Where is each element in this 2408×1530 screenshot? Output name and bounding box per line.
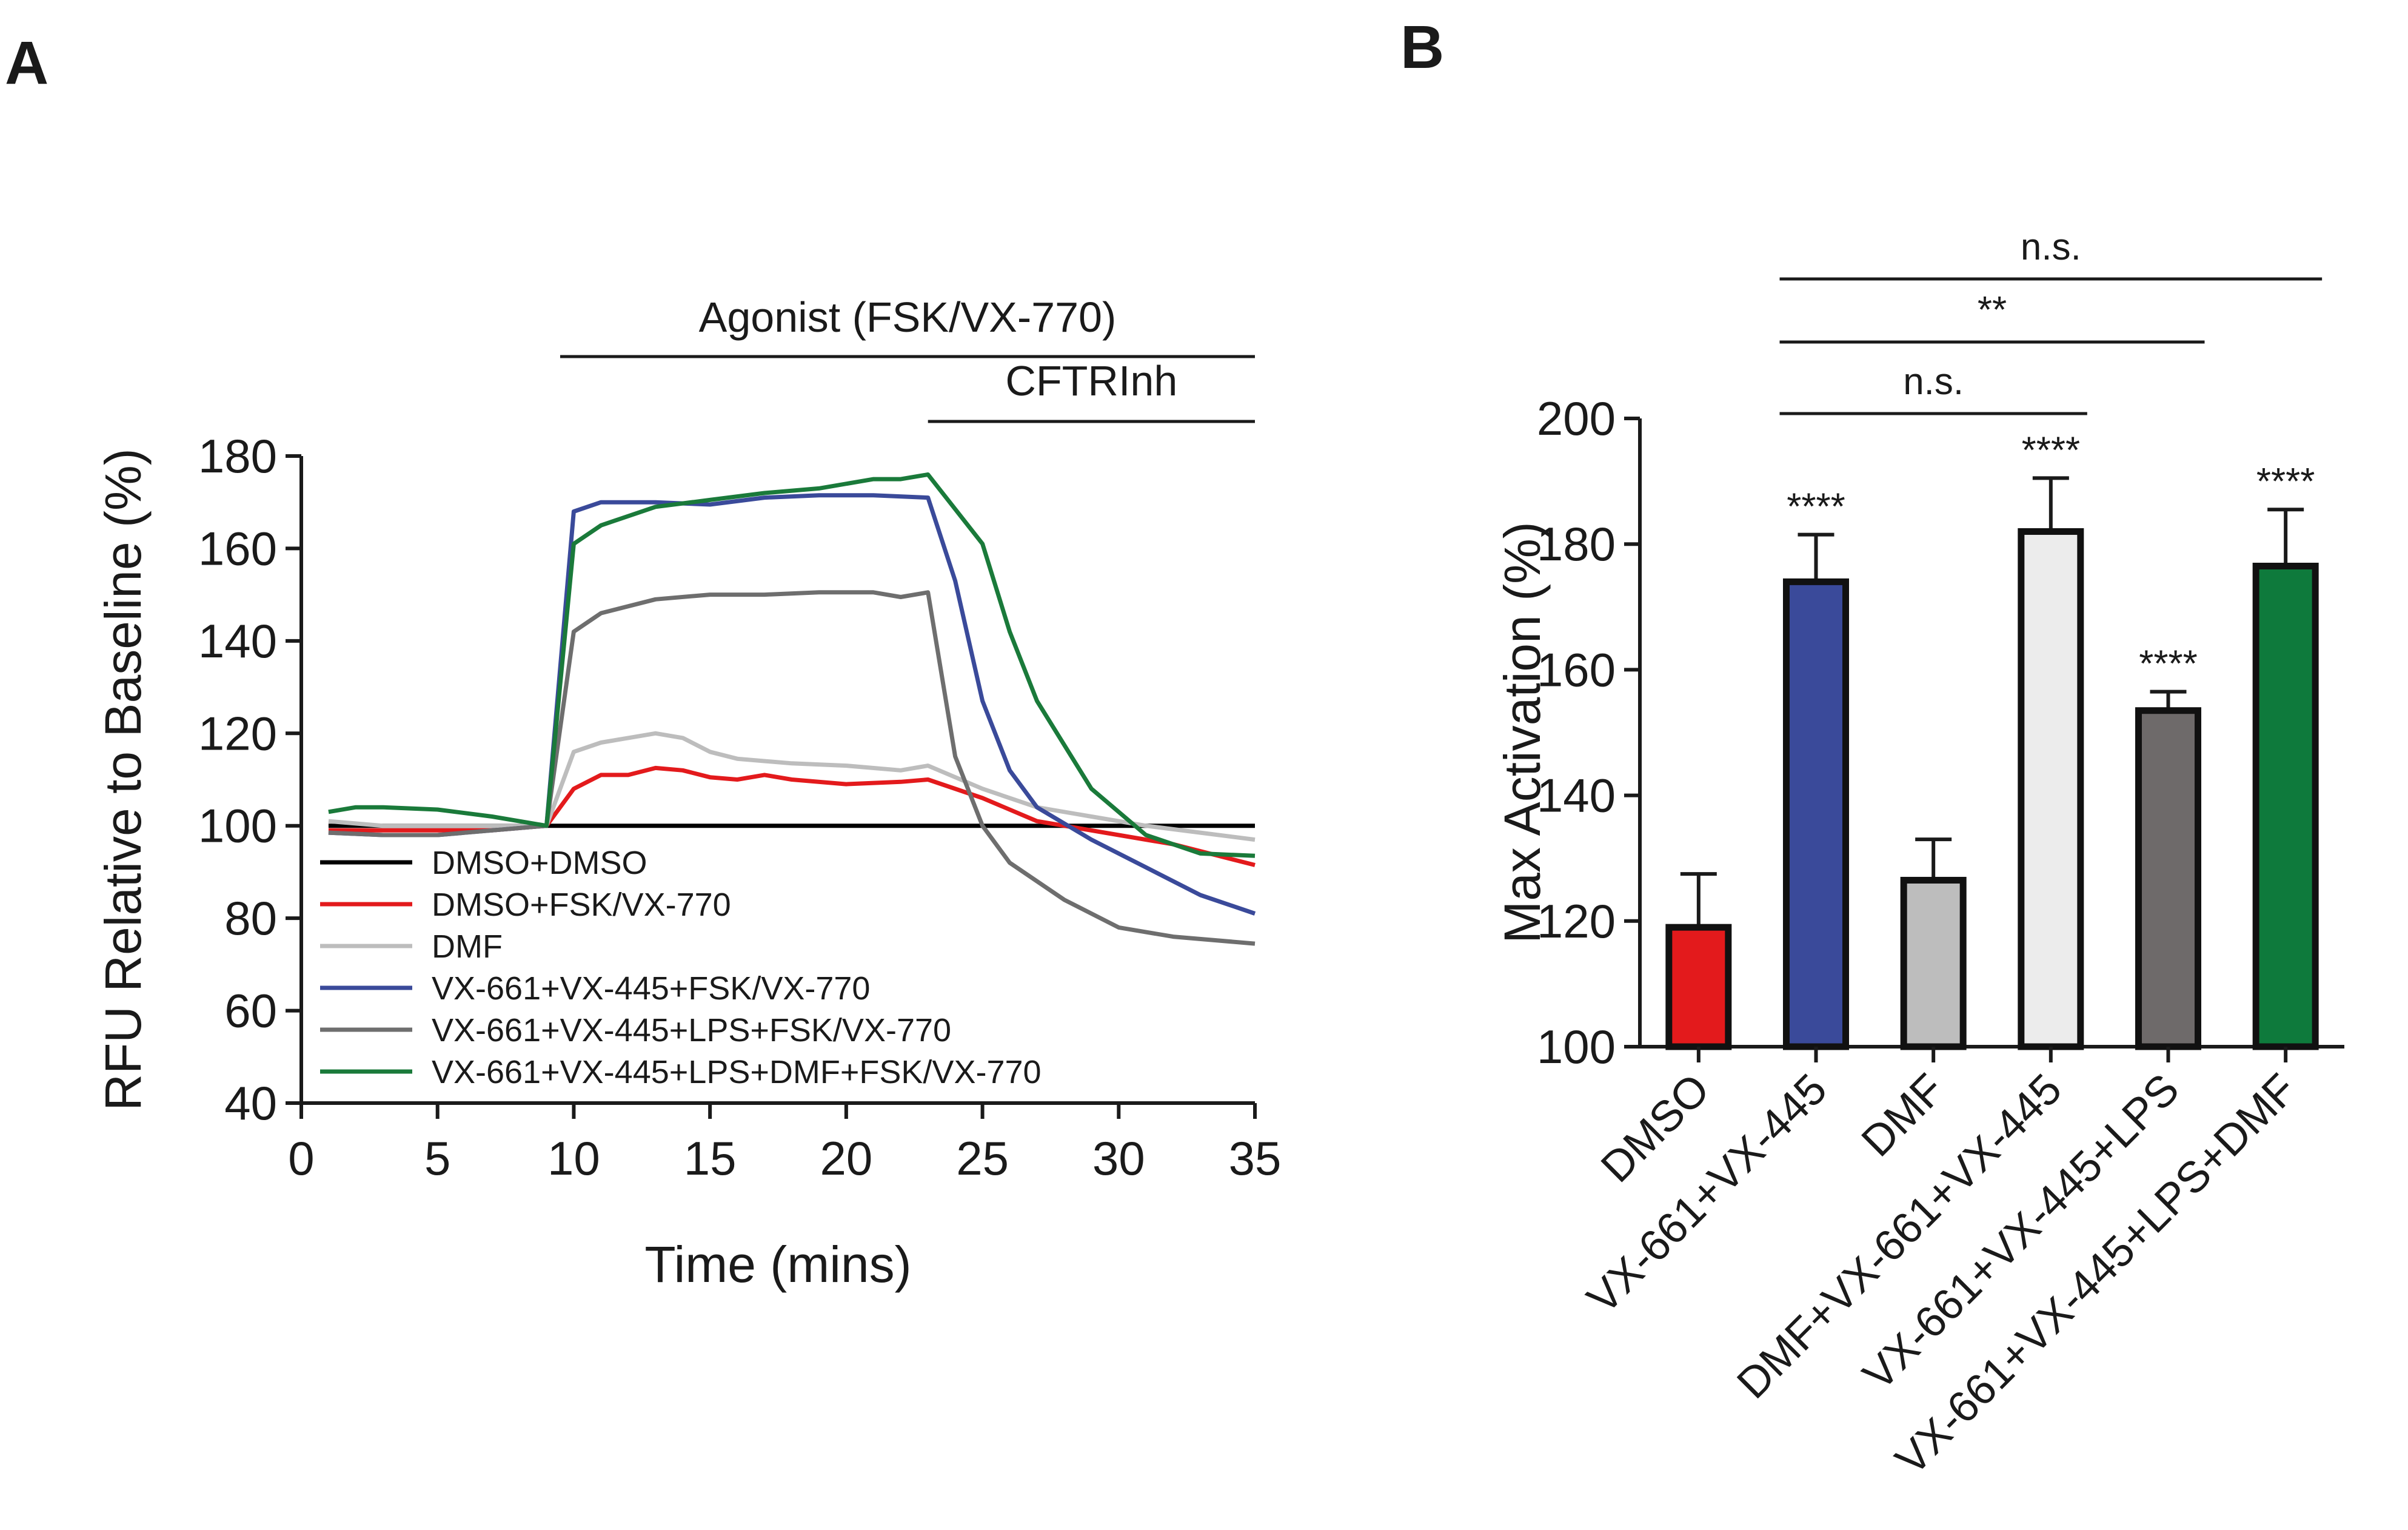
significance-label: **** [2256, 461, 2315, 503]
y-tick-label-b: 200 [1537, 392, 1616, 445]
series-line-5 [328, 590, 1256, 946]
panel-a-label: A [5, 29, 48, 97]
bar-dmf-vx-661-vx-445 [2018, 528, 2084, 1050]
legend-label: DMF [432, 928, 503, 965]
bar-vx-661-vx-445-lps-dmf [2252, 562, 2319, 1050]
line-chart-panel-a: 40 60 80 100 120 140 160 180 0 5 10 15 20 25 30 35 Time … [95, 294, 1281, 1293]
y-tick-label-a: 120 [198, 706, 277, 760]
legend-label: DMSO+FSK/VX-770 [432, 887, 731, 923]
significance-label: **** [1787, 486, 1845, 528]
legend-label: VX-661+VX-445+LPS+DMF+FSK/VX-770 [432, 1054, 1042, 1090]
y-axis-title-b: Max Activation (%) [1494, 522, 1551, 944]
legend-label: DMSO+DMSO [432, 845, 647, 881]
legend-label: VX-661+VX-445+FSK/VX-770 [432, 970, 870, 1007]
panel-b-label: B [1400, 13, 1444, 81]
significance-label: **** [2022, 429, 2081, 471]
comparison-label: ** [1978, 289, 2007, 331]
y-tick-label-b: 160 [1537, 643, 1616, 696]
y-tick-label-b: 100 [1537, 1020, 1616, 1073]
y-tick-label-b: 120 [1537, 894, 1616, 948]
bar-dmf [1900, 876, 1967, 1050]
comparison-label: n.s. [2021, 226, 2081, 268]
y-tick-label-b: 140 [1537, 769, 1616, 822]
category-label: DMF [1853, 1065, 1954, 1166]
series-line-3 [328, 731, 1256, 842]
x-tick-label-a: 20 [820, 1132, 872, 1185]
x-tick-label-a: 0 [288, 1132, 314, 1185]
series-line-6 [328, 472, 1256, 858]
y-tick-label-a: 60 [224, 984, 277, 1038]
significance-label: **** [2139, 643, 2198, 685]
x-tick-label-a: 10 [547, 1132, 600, 1185]
x-tick-label-a: 35 [1229, 1132, 1282, 1185]
y-tick-label-a: 160 [198, 522, 277, 575]
bar-vx-661-vx-445-lps [2135, 707, 2201, 1050]
y-tick-label-b: 180 [1537, 517, 1616, 571]
bar-vx-661-vx-445 [1783, 578, 1849, 1050]
legend-label: VX-661+VX-445+LPS+FSK/VX-770 [432, 1012, 951, 1049]
annotation-label-a: Agonist (FSK/VX-770) [699, 294, 1117, 341]
x-tick-label-a: 30 [1092, 1132, 1145, 1185]
annotation-label-a: CFTRInh [1005, 357, 1177, 404]
y-tick-label-a: 140 [198, 614, 277, 668]
x-axis-title-a: Time (mins) [644, 1236, 911, 1293]
y-axis-title-a: RFU Relative to Baseline (%) [95, 448, 152, 1110]
x-tick-label-a: 5 [424, 1132, 450, 1185]
comparison-label: n.s. [1903, 361, 1964, 403]
y-tick-label-a: 40 [224, 1076, 277, 1130]
x-tick-label-a: 25 [956, 1132, 1009, 1185]
y-tick-label-a: 100 [198, 799, 277, 853]
y-tick-label-a: 180 [198, 429, 277, 483]
x-tick-label-a: 15 [684, 1132, 737, 1185]
y-tick-label-a: 80 [224, 891, 277, 945]
bar-dmso [1665, 924, 1732, 1050]
